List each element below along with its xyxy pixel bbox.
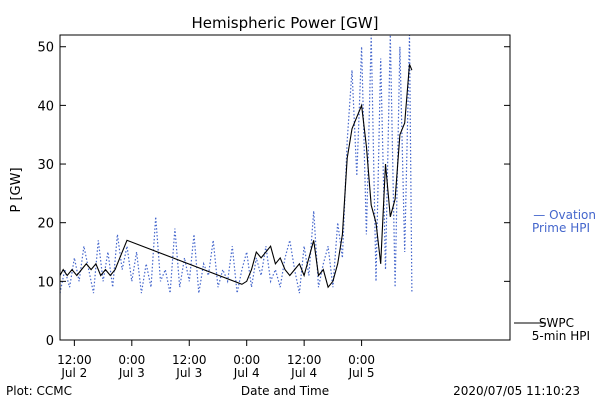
series-ovation-prime-line bbox=[59, 34, 413, 294]
y-tick-label: 40 bbox=[37, 99, 54, 114]
series-swpc-line bbox=[59, 64, 413, 289]
x-axis-label: Date and Time bbox=[241, 384, 329, 398]
legend-swpc-line2: 5-min HPI bbox=[532, 329, 590, 343]
x-tick-label-time: 12:00 bbox=[172, 353, 207, 367]
x-tick-label-date: Jul 5 bbox=[348, 366, 375, 380]
footer-right: 2020/07/05 11:10:23 bbox=[453, 384, 580, 398]
x-tick-label-time: 0:00 bbox=[118, 353, 145, 367]
x-tick-label-date: Jul 4 bbox=[290, 366, 317, 380]
x-tick-label-date: Jul 2 bbox=[60, 366, 87, 380]
plot-frame bbox=[59, 34, 511, 341]
x-tick-label-date: Jul 3 bbox=[118, 366, 145, 380]
y-axis-label: P [GW] bbox=[9, 167, 24, 212]
chart-title: Hemispheric Power [GW] bbox=[192, 14, 379, 32]
footer-left: Plot: CCMC bbox=[6, 384, 72, 398]
x-tick-label-time: 0:00 bbox=[233, 353, 260, 367]
y-tick-label: 20 bbox=[37, 217, 54, 232]
legend-ovation-line2: Prime HPI bbox=[532, 221, 590, 235]
y-tick-label: 50 bbox=[37, 41, 54, 56]
legend-swpc-line1: SWPC bbox=[539, 316, 574, 330]
y-tick-label: 30 bbox=[37, 158, 54, 173]
plot-area bbox=[59, 34, 413, 294]
x-tick-label-time: 12:00 bbox=[57, 353, 92, 367]
legend-ovation-line1: — Ovation bbox=[533, 208, 596, 222]
x-tick-label-date: Jul 4 bbox=[233, 366, 260, 380]
x-tick-label-time: 12:00 bbox=[287, 353, 322, 367]
x-tick-label-time: 0:00 bbox=[348, 353, 375, 367]
y-tick-label: 10 bbox=[37, 275, 54, 290]
legend: — Ovation Prime HPI SWPC 5-min HPI bbox=[514, 208, 596, 343]
x-tick-label-date: Jul 3 bbox=[175, 366, 202, 380]
y-tick-label: 0 bbox=[46, 334, 54, 349]
